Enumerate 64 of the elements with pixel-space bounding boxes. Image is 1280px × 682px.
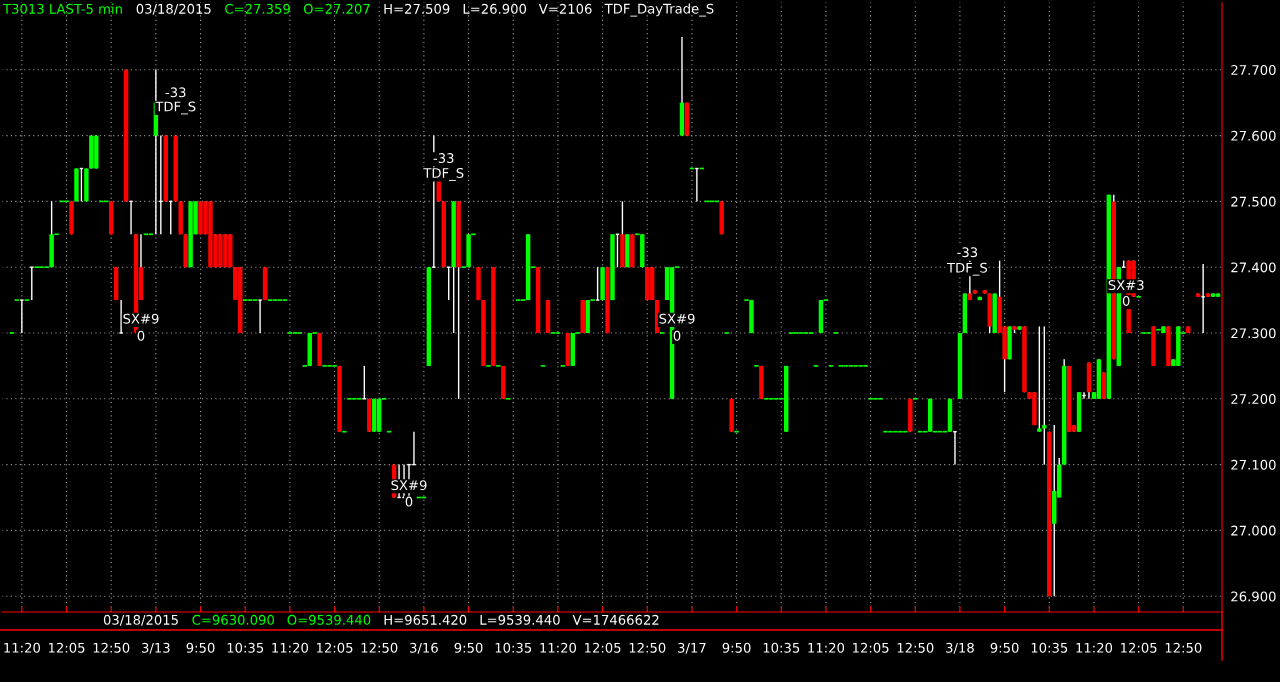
annotation: -33 bbox=[433, 153, 454, 164]
annotation: SX#9 bbox=[123, 313, 159, 324]
annotation: 0 bbox=[1122, 295, 1130, 306]
x-tick-label: 10:35 bbox=[1031, 642, 1068, 653]
y-tick-label: 27.100 bbox=[1231, 459, 1276, 470]
x-tick-label: 12:05 bbox=[853, 642, 889, 653]
x-tick-label: 9:50 bbox=[454, 642, 483, 653]
x-tick-label: 12:50 bbox=[629, 642, 666, 653]
y-tick-label: 27.000 bbox=[1231, 525, 1276, 536]
text: O=9539.440 bbox=[287, 614, 371, 625]
y-tick-label: 27.400 bbox=[1231, 262, 1276, 273]
annotation: 0 bbox=[137, 330, 145, 341]
annotation: O=27.207 bbox=[303, 3, 370, 14]
annotation: SX#9 bbox=[391, 480, 427, 491]
text: V=17466622 bbox=[572, 614, 659, 625]
annotation: V=2106 bbox=[538, 3, 592, 14]
annotation: 03/18/2015 bbox=[136, 3, 211, 15]
annotation: C=27.359 bbox=[225, 3, 290, 14]
x-tick-label: 11:20 bbox=[808, 642, 845, 653]
text: H=9651.420 bbox=[384, 614, 467, 625]
annotation: TDF_S bbox=[155, 101, 196, 115]
x-tick-label: 12:50 bbox=[897, 642, 934, 653]
x-tick-label: 10:35 bbox=[763, 642, 800, 653]
annotation: L=26.900 bbox=[463, 3, 527, 14]
x-tick-label: 10:35 bbox=[495, 642, 532, 653]
x-tick-label: 3/13 bbox=[142, 642, 170, 654]
annotation: T3013 LAST-5 min bbox=[2, 3, 122, 14]
annotation: TDF_DayTrade_S bbox=[604, 3, 714, 17]
x-tick-label: 12:05 bbox=[316, 642, 353, 653]
x-tick-label: 12:05 bbox=[48, 642, 85, 653]
x-tick-label: 12:05 bbox=[1121, 642, 1157, 653]
x-tick-label: 9:50 bbox=[990, 642, 1019, 653]
text: 03/18/2015 bbox=[103, 614, 178, 626]
x-tick-label: 3/16 bbox=[410, 642, 438, 654]
x-tick-label: 12:50 bbox=[361, 642, 398, 653]
y-tick-label: 27.600 bbox=[1231, 130, 1276, 141]
annotation: 0 bbox=[673, 330, 681, 341]
x-tick-label: 12:50 bbox=[93, 642, 130, 653]
x-tick-label: 11:20 bbox=[1076, 642, 1113, 653]
text: L=9539.440 bbox=[480, 614, 560, 625]
annotation: H=27.509 bbox=[384, 3, 450, 14]
y-tick-label: 27.300 bbox=[1231, 328, 1276, 339]
x-tick-label: 11:20 bbox=[272, 642, 309, 653]
x-tick-label: 11:20 bbox=[4, 642, 40, 653]
annotation: 0 bbox=[405, 496, 413, 507]
x-tick-label: 12:05 bbox=[585, 642, 621, 653]
annotation: SX#9 bbox=[659, 313, 695, 324]
y-tick-label: 27.200 bbox=[1231, 394, 1276, 404]
x-tick-label: 11:20 bbox=[540, 642, 577, 653]
x-tick-label: 12:50 bbox=[1165, 642, 1202, 653]
annotation: -33 bbox=[957, 247, 978, 258]
annotation: TDF_S bbox=[946, 262, 988, 276]
annotation: SX#3 bbox=[1108, 280, 1144, 291]
x-tick-label: 9:50 bbox=[186, 642, 215, 653]
annotation: TDF_S bbox=[423, 167, 464, 181]
x-tick-label: 3/17 bbox=[678, 642, 706, 654]
x-tick-label: 9:50 bbox=[722, 642, 751, 653]
y-tick-label: 27.700 bbox=[1231, 65, 1276, 75]
y-tick-label: 26.900 bbox=[1231, 591, 1276, 602]
text: C=9630.090 bbox=[192, 614, 274, 625]
annotation: -33 bbox=[165, 87, 186, 98]
x-tick-label: 3/18 bbox=[946, 642, 974, 654]
y-tick-label: 27.500 bbox=[1231, 196, 1276, 207]
x-tick-label: 10:35 bbox=[227, 642, 264, 653]
